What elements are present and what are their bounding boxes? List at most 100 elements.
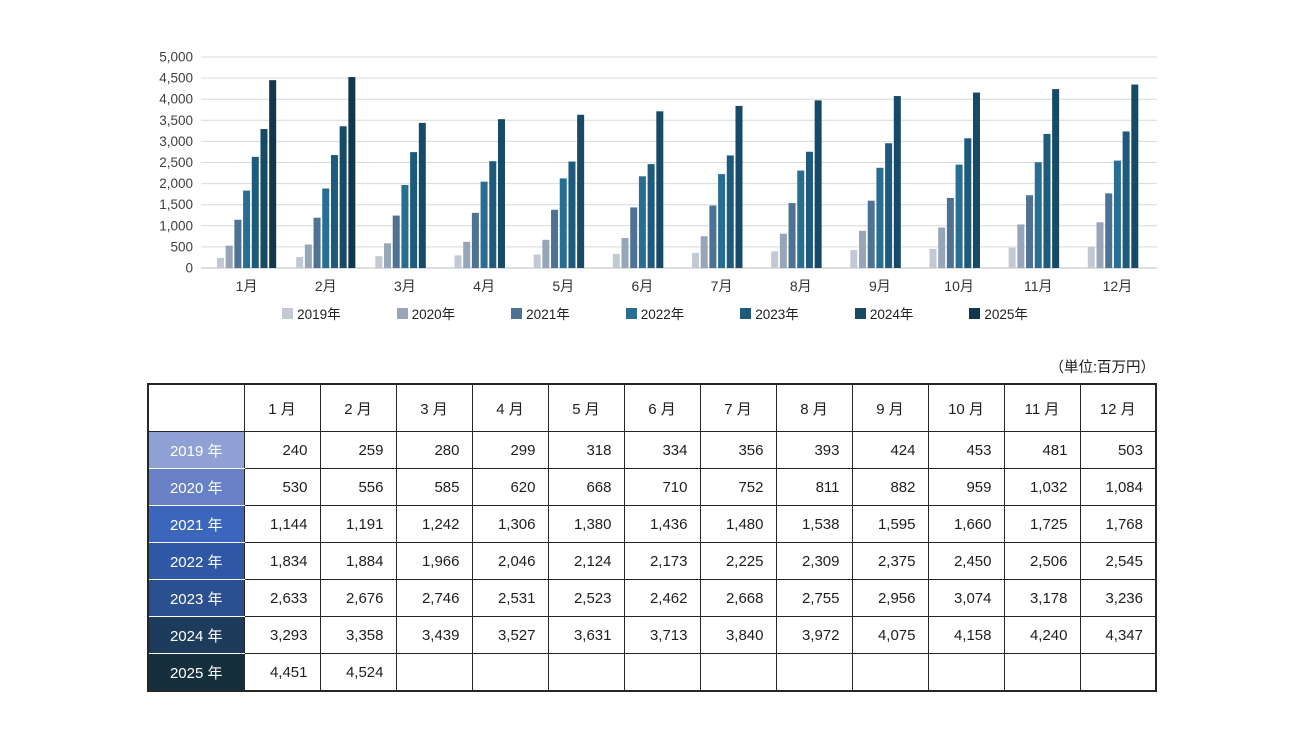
value-cell: 1,966 — [395, 542, 473, 580]
value-cell: 503 — [1079, 431, 1157, 469]
value-cell — [1079, 653, 1157, 692]
bar-chart-canvas: 0 500 1,000 1,500 2,000 2,500 3,000 3,500 4,000 4… — [159, 50, 1157, 294]
value-cell: 3,074 — [927, 579, 1005, 617]
x-axis-label: 9月 — [869, 278, 891, 294]
value-cell: 280 — [395, 431, 473, 469]
month-column-header: 6 月 — [623, 383, 701, 432]
value-cell: 2,124 — [547, 542, 625, 580]
value-cell: 1,242 — [395, 505, 473, 543]
y-axis-tick-label: 2,500 — [159, 155, 193, 170]
value-cell: 1,884 — [319, 542, 397, 580]
value-cell: 882 — [851, 468, 929, 506]
month-column-header: 4 月 — [471, 383, 549, 432]
bar-2022年-6月 — [638, 176, 646, 268]
bar-2023年-11月 — [1043, 133, 1051, 268]
value-cell: 3,236 — [1079, 579, 1157, 617]
month-column-header: 8 月 — [775, 383, 853, 432]
month-column-header: 11 月 — [1003, 383, 1081, 432]
chart-legend: 2019年 2020年 2021年 2022年 2023年 2024年 2025年 — [145, 303, 1165, 323]
x-axis-label: 2月 — [315, 278, 337, 294]
bar-2020年-6月 — [621, 238, 629, 268]
value-cell: 318 — [547, 431, 625, 469]
bar-2021年-7月 — [709, 205, 717, 268]
y-axis-tick-label: 0 — [185, 261, 193, 276]
bar-2022年-11月 — [1034, 162, 1042, 268]
month-column-header: 1 月 — [243, 383, 321, 432]
legend-swatch-icon — [511, 307, 523, 319]
value-cell: 1,595 — [851, 505, 929, 543]
x-axis-label: 12月 — [1103, 278, 1133, 294]
bar-2019年-3月 — [375, 256, 383, 268]
legend-item-2022年: 2022年 — [625, 303, 684, 323]
bar-2020年-4月 — [463, 241, 471, 268]
value-cell: 2,523 — [547, 579, 625, 617]
bar-2019年-6月 — [612, 253, 620, 268]
bar-2020年-10月 — [938, 227, 946, 268]
year-row-header: 2021 年 — [147, 505, 245, 543]
bar-2021年-12月 — [1105, 193, 1113, 268]
bar-2023年-10月 — [964, 138, 972, 268]
bar-2021年-1月 — [234, 219, 242, 268]
value-cell — [471, 653, 549, 692]
value-cell: 299 — [471, 431, 549, 469]
value-cell: 2,633 — [243, 579, 321, 617]
bar-2023年-12月 — [1122, 131, 1130, 268]
legend-item-2019年: 2019年 — [282, 303, 341, 323]
bar-2022年-4月 — [480, 181, 488, 268]
value-cell: 3,358 — [319, 616, 397, 654]
legend-item-2020年: 2020年 — [396, 303, 455, 323]
value-cell: 811 — [775, 468, 853, 506]
value-cell: 240 — [243, 431, 321, 469]
value-cell: 2,462 — [623, 579, 701, 617]
year-row-header: 2019 年 — [147, 431, 245, 469]
bar-2019年-4月 — [454, 255, 462, 268]
value-cell: 3,293 — [243, 616, 321, 654]
legend-label: 2019年 — [297, 307, 341, 322]
bar-2019年-12月 — [1087, 246, 1095, 268]
bar-2024年-1月 — [260, 129, 268, 268]
value-cell — [623, 653, 701, 692]
y-axis-tick-label: 1,500 — [159, 197, 193, 212]
y-axis-tick-label: 3,000 — [159, 134, 193, 149]
value-cell: 1,084 — [1079, 468, 1157, 506]
bar-2021年-11月 — [1026, 195, 1034, 268]
bar-2024年-9月 — [893, 96, 901, 268]
bar-2024年-2月 — [339, 126, 347, 269]
bar-2022年-9月 — [876, 167, 884, 268]
unit-label: （単位:百万円） — [1049, 360, 1155, 376]
bar-2019年-7月 — [691, 252, 699, 268]
value-cell: 2,173 — [623, 542, 701, 580]
value-cell: 2,225 — [699, 542, 777, 580]
x-axis-label: 8月 — [790, 278, 812, 294]
bar-2023年-9月 — [885, 143, 893, 268]
value-cell: 481 — [1003, 431, 1081, 469]
bar-2019年-1月 — [216, 257, 224, 268]
bar-2019年-5月 — [533, 254, 541, 268]
value-cell: 1,480 — [699, 505, 777, 543]
value-cell: 2,309 — [775, 542, 853, 580]
table-row: 2025 年 4,451 4,524 — [147, 653, 1157, 692]
bar-2024年-6月 — [656, 111, 664, 268]
value-cell: 2,375 — [851, 542, 929, 580]
value-cell: 3,439 — [395, 616, 473, 654]
bar-2019年-8月 — [771, 251, 779, 268]
value-cell: 453 — [927, 431, 1005, 469]
value-cell: 259 — [319, 431, 397, 469]
table-corner-cell — [147, 383, 245, 432]
legend-label: 2024年 — [869, 307, 914, 322]
value-cell — [775, 653, 853, 692]
value-cell: 424 — [851, 431, 929, 469]
x-axis-label: 5月 — [552, 278, 574, 294]
value-cell: 2,746 — [395, 579, 473, 617]
value-cell: 556 — [319, 468, 397, 506]
bar-2023年-1月 — [251, 156, 259, 268]
bar-2020年-5月 — [542, 239, 550, 268]
legend-item-2023年: 2023年 — [740, 303, 799, 323]
table-row: 2024 年 3,293 3,358 3,439 3,527 3,631 3,713 3,84… — [147, 616, 1157, 654]
value-cell: 2,531 — [471, 579, 549, 617]
value-cell — [927, 653, 1005, 692]
bar-2022年-2月 — [322, 188, 330, 268]
value-cell: 4,240 — [1003, 616, 1081, 654]
bar-2021年-5月 — [551, 209, 559, 268]
value-cell: 2,755 — [775, 579, 853, 617]
